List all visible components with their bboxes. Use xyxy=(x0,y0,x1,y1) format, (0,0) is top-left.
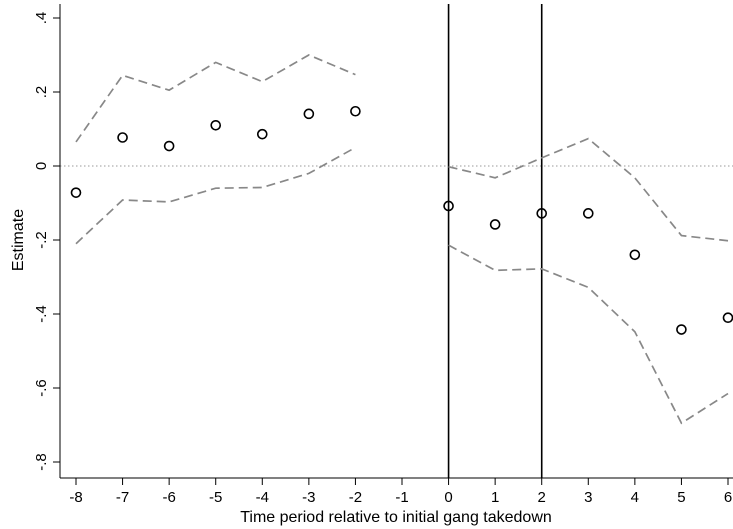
ci-upper-line xyxy=(75,54,356,143)
y-tick-label: .4 xyxy=(33,12,50,25)
estimate-point xyxy=(117,132,128,143)
y-tick-label: -.2 xyxy=(33,231,50,249)
estimate-point xyxy=(350,105,361,117)
estimate-point xyxy=(629,249,641,261)
x-tick-label: 2 xyxy=(538,489,546,506)
x-tick-label: -5 xyxy=(209,489,222,506)
y-tick-label: -.4 xyxy=(33,305,50,323)
x-tick-label: -7 xyxy=(116,489,129,506)
y-tick-label: 0 xyxy=(33,162,50,170)
estimate-point xyxy=(163,140,175,152)
estimate-point xyxy=(489,219,501,230)
axes xyxy=(59,4,733,479)
x-tick-label: 0 xyxy=(444,489,452,506)
estimate-point xyxy=(210,120,222,131)
x-tick-label: 3 xyxy=(584,489,592,506)
x-tick-label: 4 xyxy=(631,489,639,506)
x-tick-label: 1 xyxy=(491,489,499,506)
estimate-point xyxy=(443,200,454,212)
x-tick-label: -3 xyxy=(302,489,315,506)
ci-lower-line xyxy=(448,244,729,425)
ci-upper-line xyxy=(448,137,729,242)
estimate-point xyxy=(582,208,594,219)
y-tick-label: .2 xyxy=(33,86,50,99)
x-tick-label: 5 xyxy=(677,489,685,506)
x-tick-label: -1 xyxy=(395,489,408,506)
y-ticks: -.8 -.6 -.4 -.2 0 .2 .4 xyxy=(33,12,60,471)
ci-lower-line xyxy=(75,146,356,245)
x-tick-label: -4 xyxy=(256,489,269,506)
x-axis-title: Time period relative to initial gang tak… xyxy=(240,509,552,526)
y-tick-label: -.8 xyxy=(33,453,50,471)
x-tick-label: -8 xyxy=(69,489,82,506)
x-tick-label: -2 xyxy=(349,489,362,506)
y-tick-label: -.6 xyxy=(33,379,50,397)
estimate-point xyxy=(676,324,687,335)
x-tick-label: -6 xyxy=(162,489,175,506)
point-estimates xyxy=(70,105,733,335)
estimate-point xyxy=(536,208,548,219)
estimate-point xyxy=(256,128,268,140)
x-tick-label: 6 xyxy=(724,489,732,506)
y-axis-title: Estimate xyxy=(10,209,27,271)
x-ticks: -8 -7 -6 -5 -4 -3 -2 -1 0 1 2 3 4 5 6 xyxy=(69,478,732,506)
estimate-point xyxy=(722,312,733,323)
estimate-point xyxy=(303,108,315,120)
estimate-point xyxy=(70,187,82,198)
confidence-bands xyxy=(75,54,729,425)
reference-lines xyxy=(60,4,733,478)
